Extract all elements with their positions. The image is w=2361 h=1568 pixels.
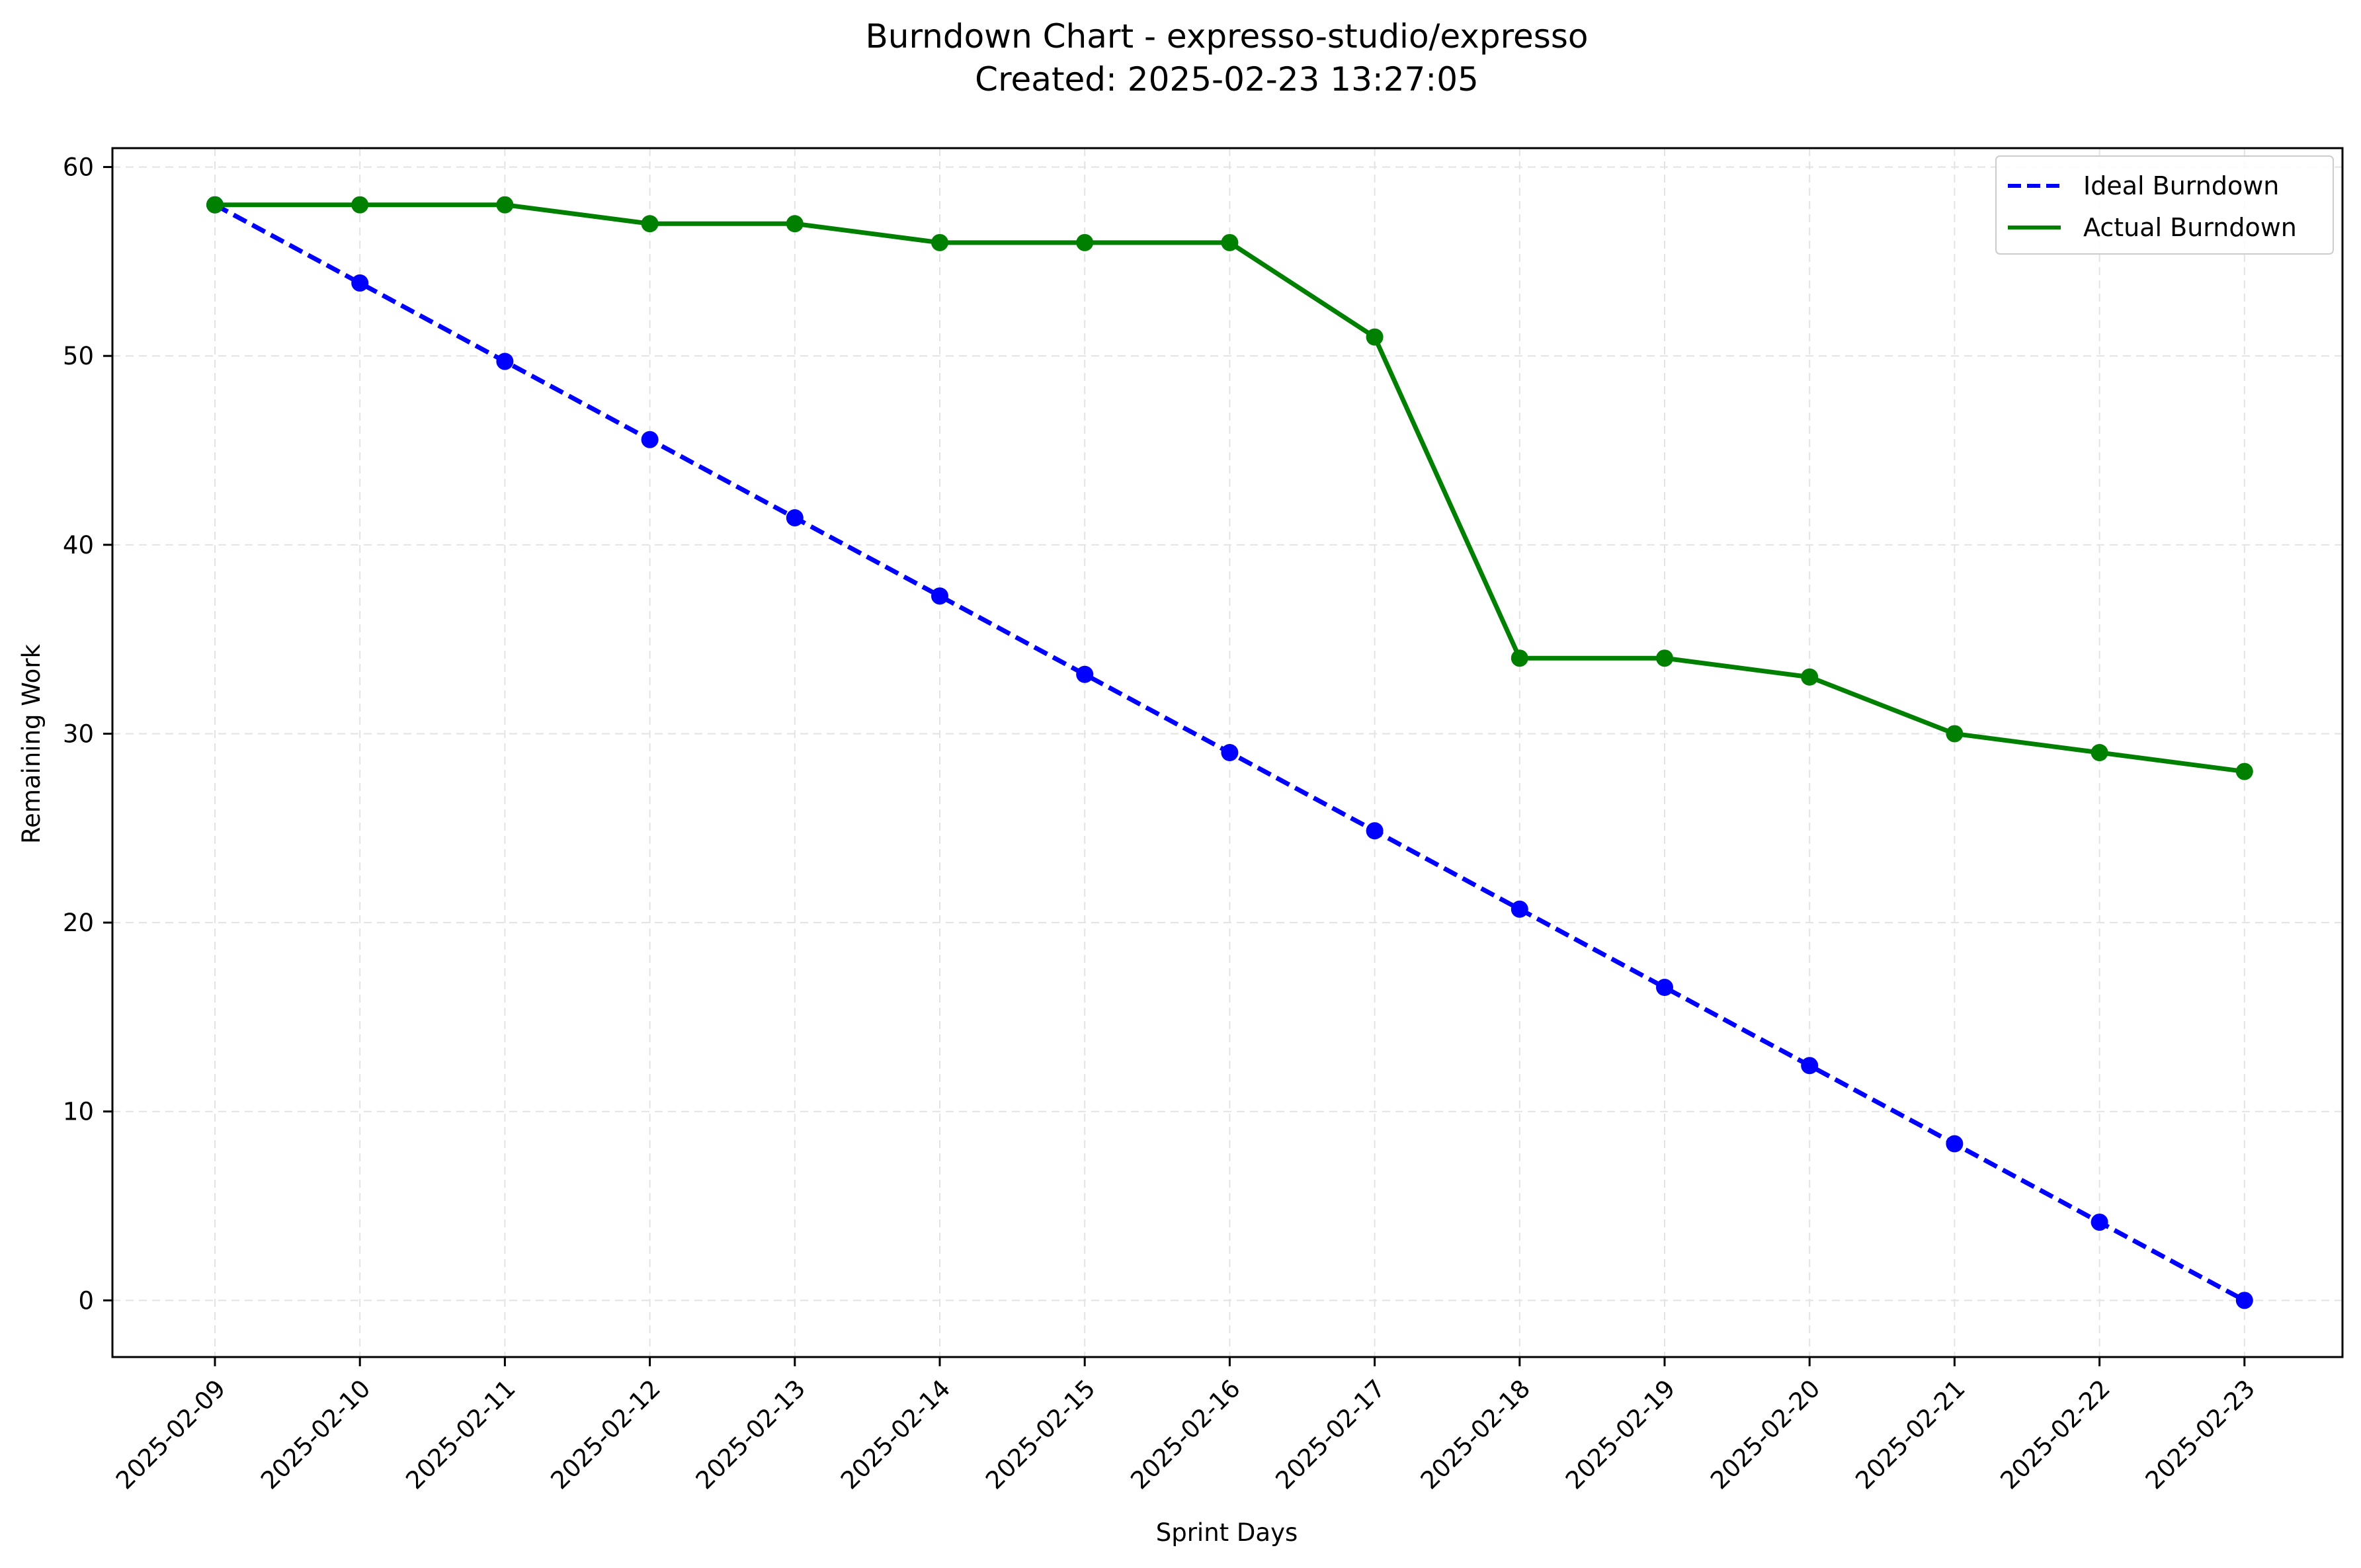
data-point-actual [1076,233,1094,251]
y-tick-label: 20 [63,909,94,937]
legend-ideal-label: Ideal Burndown [2083,171,2279,200]
data-point-actual [1511,649,1528,667]
data-point-actual [931,233,948,251]
data-point-actual [496,196,514,214]
y-tick-label: 30 [63,720,94,748]
data-point-ideal [2235,1292,2253,1309]
chart-title: Burndown Chart - expresso-studio/express… [865,17,1588,56]
data-point-ideal [1946,1135,1964,1153]
plot-frame [111,147,2344,1358]
data-point-ideal [1221,744,1239,761]
y-tick-label: 10 [63,1098,94,1126]
data-point-ideal [1656,979,1673,997]
data-point-actual [206,196,224,214]
data-point-actual [1366,328,1384,346]
data-point-ideal [786,509,804,526]
data-point-ideal [351,274,369,292]
data-point-actual [1801,668,1819,686]
data-point-ideal [931,587,948,605]
y-tick-label: 60 [63,153,94,182]
data-point-actual [1221,233,1239,251]
y-tick-label: 50 [63,342,94,370]
y-tick-label: 40 [63,531,94,559]
data-point-ideal [1076,665,1094,683]
data-point-ideal [1366,822,1384,840]
data-point-actual [351,196,369,214]
chart-subtitle: Created: 2025-02-23 13:27:05 [975,60,1479,99]
data-point-ideal [641,431,659,448]
series-group [206,196,2253,1309]
grid [112,148,2342,1357]
data-point-ideal [1511,900,1528,918]
y-axis-label: Remaining Work [17,643,46,843]
legend-box [1995,155,2334,255]
data-point-actual [2091,744,2108,761]
data-point-ideal [2091,1214,2108,1231]
data-point-actual [2235,763,2253,780]
y-tick-label: 0 [78,1286,94,1315]
x-axis-label: Sprint Days [1156,1518,1298,1547]
legend: Ideal Burndown Actual Burndown [1995,155,2334,255]
data-point-actual [786,215,804,233]
data-point-ideal [1801,1057,1819,1075]
data-point-actual [641,215,659,233]
data-point-actual [1946,725,1964,743]
data-point-ideal [496,352,514,370]
data-point-actual [1656,649,1673,667]
legend-actual-label: Actual Burndown [2083,213,2297,242]
